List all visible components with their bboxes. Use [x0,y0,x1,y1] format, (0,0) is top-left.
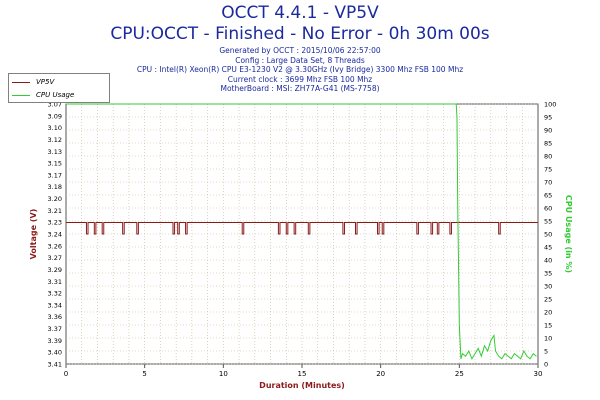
y-axis-label: Voltage (V) [29,209,38,260]
meta-cpu: CPU : Intel(R) Xeon(R) CPU E3-1230 V2 @ … [136,65,464,74]
y2-tick-label: 100 [544,101,556,109]
y-tick-label: 3.20 [48,195,62,203]
y2-tick-label: 65 [544,192,552,200]
legend: VP5V CPU Usage [8,73,110,103]
y-tick-label: 3.34 [48,301,62,309]
y-tick-label: 3.39 [48,337,62,345]
y-tick-label: 3.12 [48,136,62,144]
x-tick-label: 5 [142,370,146,378]
y2-tick-label: 30 [544,283,552,291]
y-tick-label: 3.41 [48,361,62,369]
y-tick-label: 3.13 [48,148,62,156]
y2-tick-label: 45 [544,244,552,252]
y2-tick-label: 15 [544,322,552,330]
chart-title: OCCT 4.4.1 - VP5V [221,3,379,23]
legend-label-cpu-usage: CPU Usage [36,91,75,99]
y2-axis-label: CPU Usage (in %) [564,195,573,273]
y-tick-label: 3.31 [48,278,62,286]
y2-tick-label: 40 [544,257,552,265]
legend-label-vp5v: VP5V [36,78,55,86]
legend-swatch-vp5v [12,81,30,83]
y-tick-label: 3.21 [48,207,62,215]
meta-config: Config : Large Data Set, 8 Threads [235,55,365,65]
y2-tick-label: 95 [544,114,552,122]
y-tick-label: 3.17 [48,171,62,179]
y-tick-label: 3.37 [48,325,62,333]
y-tick-label: 3.07 [48,101,62,109]
chart-subtitle: CPU:OCCT - Finished - No Error - 0h 30m … [110,24,490,44]
legend-swatch-cpu-usage [12,94,30,96]
legend-item-cpu-usage: CPU Usage [12,89,74,101]
y-tick-label: 3.18 [48,183,62,191]
y2-tick-label: 80 [544,153,552,161]
y2-tick-label: 60 [544,205,552,213]
chart-meta: Generated by OCCT : 2015/10/06 22:57:00 … [0,46,600,94]
y2-tick-label: 35 [544,270,552,278]
x-tick-label: 15 [298,370,307,378]
y-tick-label: 3.36 [48,313,62,321]
x-tick-label: 0 [64,370,68,378]
meta-generated: Generated by OCCT : 2015/10/06 22:57:00 [219,46,381,55]
y-tick-label: 3.40 [48,349,62,357]
y-tick-label: 3.29 [48,266,62,274]
y2-tick-label: 5 [544,348,548,356]
y2-tick-label: 10 [544,335,552,343]
y-tick-label: 3.24 [48,231,62,239]
y-tick-label: 3.27 [48,254,62,262]
y-tick-label: 3.15 [48,160,62,168]
series-line-vp5v [66,222,538,235]
legend-item-vp5v: VP5V [12,76,54,88]
y2-tick-label: 55 [544,218,552,226]
y2-tick-label: 0 [544,361,548,369]
y2-tick-label: 70 [544,179,552,187]
y2-tick-label: 75 [544,166,552,174]
series-line-cpu-usage [66,103,537,360]
x-tick-label: 25 [455,370,464,378]
y2-tick-label: 50 [544,231,552,239]
y2-tick-label: 85 [544,140,552,148]
y2-tick-label: 25 [544,296,552,304]
y-tick-label: 3.10 [48,124,62,132]
meta-clock: Current clock : 3699 Mhz FSB 100 Mhz [227,74,373,84]
x-tick-label: 30 [534,370,543,378]
y2-tick-label: 90 [544,127,552,135]
y-tick-label: 3.26 [48,242,62,250]
y2-tick-label: 20 [544,309,552,317]
meta-motherboard: MotherBoard : MSI: ZH77A-G41 (MS-7758) [220,84,380,93]
x-axis-label: Duration (Minutes) [259,381,345,390]
x-tick-label: 20 [376,370,385,378]
y-tick-label: 3.23 [48,219,62,227]
y-tick-label: 3.32 [48,290,62,298]
y-tick-label: 3.09 [48,112,62,120]
x-tick-label: 10 [219,370,228,378]
